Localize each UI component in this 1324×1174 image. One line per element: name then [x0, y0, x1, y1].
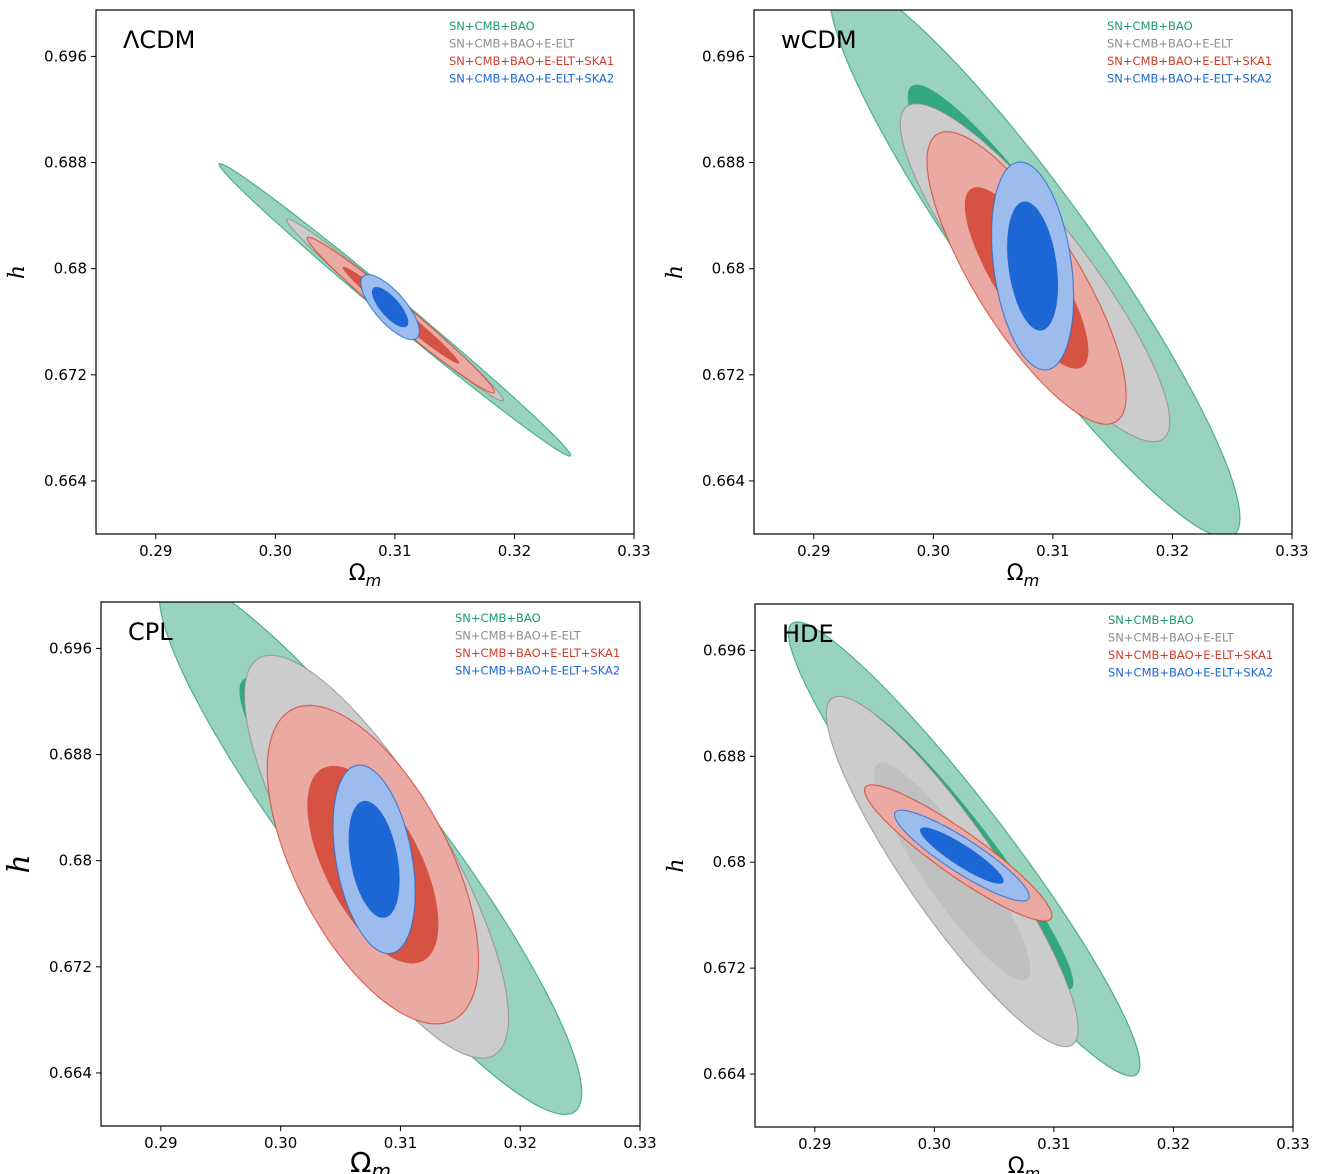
- contour-series-4-1sigma: [348, 800, 400, 918]
- axes-frame: [754, 603, 1294, 1128]
- contour-group: [218, 162, 572, 457]
- y-tick-label: 0.688: [44, 154, 87, 172]
- panel-hde: 0.29 0.30 0.31 0.32 0.33 0.664 0.672 0.68 0.688 0…: [664, 603, 1310, 1174]
- y-tick-label: 0.696: [44, 47, 87, 65]
- x-tick-label: 0.33: [1275, 542, 1308, 560]
- x-axis-label: Ωm: [349, 561, 381, 590]
- y-tick-label: 0.672: [49, 958, 92, 976]
- panel-wcdm: 0.29 0.30 0.31 0.32 0.33 0.664 0.672 0.68 0.688 0…: [663, 9, 1309, 590]
- x-tick-label: 0.33: [1276, 1135, 1309, 1153]
- y-tick-label: 0.68: [59, 852, 92, 870]
- x-tick-label: 0.32: [498, 542, 531, 560]
- legend-entry: SN+CMB+BAO+E-ELT+SKA1: [455, 646, 620, 660]
- legend: SN+CMB+BAO SN+CMB+BAO+E-ELT SN+CMB+BAO+E-E…: [1107, 19, 1272, 86]
- panel-cdm: 0.29 0.30 0.31 0.32 0.33 0.664 0.672 0.68 0.688 0…: [5, 9, 651, 590]
- legend-entry: SN+CMB+BAO+E-ELT+SKA2: [455, 664, 620, 678]
- y-tick-label: 0.68: [713, 853, 746, 871]
- legend-entry: SN+CMB+BAO+E-ELT+SKA2: [1107, 72, 1272, 86]
- contour-group: [158, 602, 583, 1116]
- x-tick-label: 0.33: [623, 1134, 656, 1152]
- x-tick-label: 0.32: [1156, 542, 1189, 560]
- panel-title: CPL: [128, 618, 173, 646]
- x-tick-label: 0.31: [1036, 542, 1069, 560]
- legend-entry: SN+CMB+BAO+E-ELT+SKA1: [1107, 54, 1272, 68]
- legend: SN+CMB+BAO SN+CMB+BAO+E-ELT SN+CMB+BAO+E-E…: [455, 611, 620, 678]
- legend-entry: SN+CMB+BAO+E-ELT: [455, 629, 582, 643]
- y-axis-label: h: [663, 265, 688, 279]
- x-tick-label: 0.30: [264, 1134, 297, 1152]
- x-tick-label: 0.29: [139, 542, 172, 560]
- legend-entry: SN+CMB+BAO+E-ELT: [1107, 37, 1234, 51]
- y-axis-label: h: [2, 854, 37, 873]
- legend: SN+CMB+BAO SN+CMB+BAO+E-ELT SN+CMB+BAO+E-E…: [449, 19, 614, 86]
- y-tick-label: 0.68: [54, 260, 87, 278]
- legend-entry: SN+CMB+BAO+E-ELT+SKA2: [1108, 666, 1273, 680]
- x-tick-label: 0.29: [144, 1134, 177, 1152]
- x-tick-label: 0.30: [917, 542, 950, 560]
- y-tick-label: 0.672: [703, 959, 746, 977]
- y-tick-label: 0.696: [703, 641, 746, 659]
- contour-group: [787, 621, 1141, 1077]
- x-tick-label: 0.32: [1157, 1135, 1190, 1153]
- panel-cpl: 0.29 0.30 0.31 0.32 0.33 0.664 0.672 0.68 0.688 0…: [2, 601, 657, 1174]
- y-tick-label: 0.688: [49, 746, 92, 764]
- x-tick-label: 0.31: [1037, 1135, 1070, 1153]
- legend-entry: SN+CMB+BAO: [1108, 613, 1194, 627]
- x-axis-label: Ωm: [1007, 561, 1039, 590]
- y-tick-label: 0.696: [702, 47, 745, 65]
- panel-title: HDE: [782, 620, 834, 648]
- legend-entry: SN+CMB+BAO+E-ELT+SKA1: [449, 54, 614, 68]
- panel-title: wCDM: [781, 26, 857, 54]
- y-tick-label: 0.688: [702, 154, 745, 172]
- y-tick-label: 0.696: [49, 639, 92, 657]
- y-tick-label: 0.664: [703, 1065, 746, 1083]
- y-tick-label: 0.672: [702, 366, 745, 384]
- panel-title: ΛCDM: [123, 26, 195, 54]
- y-tick-label: 0.672: [44, 366, 87, 384]
- x-tick-label: 0.33: [617, 542, 650, 560]
- y-axis-label: h: [664, 858, 689, 872]
- x-tick-label: 0.29: [798, 1135, 831, 1153]
- x-axis-label: Ωm: [350, 1146, 391, 1174]
- x-tick-label: 0.29: [797, 542, 830, 560]
- legend-entry: SN+CMB+BAO+E-ELT: [1108, 631, 1235, 645]
- legend-entry: SN+CMB+BAO+E-ELT+SKA1: [1108, 648, 1273, 662]
- y-tick-label: 0.688: [703, 747, 746, 765]
- legend-entry: SN+CMB+BAO+E-ELT: [449, 37, 576, 51]
- contour-series-4-1sigma: [1007, 201, 1058, 331]
- legend-entry: SN+CMB+BAO: [449, 19, 535, 33]
- contour-group: [830, 10, 1241, 534]
- x-tick-label: 0.31: [384, 1134, 417, 1152]
- y-tick-label: 0.68: [712, 260, 745, 278]
- y-tick-label: 0.664: [702, 472, 745, 490]
- x-tick-label: 0.31: [378, 542, 411, 560]
- axes-frame: [95, 9, 635, 535]
- contour-series-4-1sigma: [920, 827, 1004, 884]
- y-axis-label: h: [5, 265, 30, 279]
- x-axis-label: Ωm: [1008, 1154, 1040, 1174]
- y-tick-label: 0.664: [44, 472, 87, 490]
- x-tick-label: 0.30: [259, 542, 292, 560]
- axes-frame: [100, 601, 641, 1127]
- legend-entry: SN+CMB+BAO: [1107, 19, 1193, 33]
- legend-entry: SN+CMB+BAO: [455, 611, 541, 625]
- x-tick-label: 0.32: [504, 1134, 537, 1152]
- axes-frame: [753, 9, 1293, 535]
- contour-series-4-1sigma: [371, 287, 409, 328]
- legend: SN+CMB+BAO SN+CMB+BAO+E-ELT SN+CMB+BAO+E-E…: [1108, 613, 1273, 680]
- x-tick-label: 0.30: [918, 1135, 951, 1153]
- y-tick-label: 0.664: [49, 1064, 92, 1082]
- legend-entry: SN+CMB+BAO+E-ELT+SKA2: [449, 72, 614, 86]
